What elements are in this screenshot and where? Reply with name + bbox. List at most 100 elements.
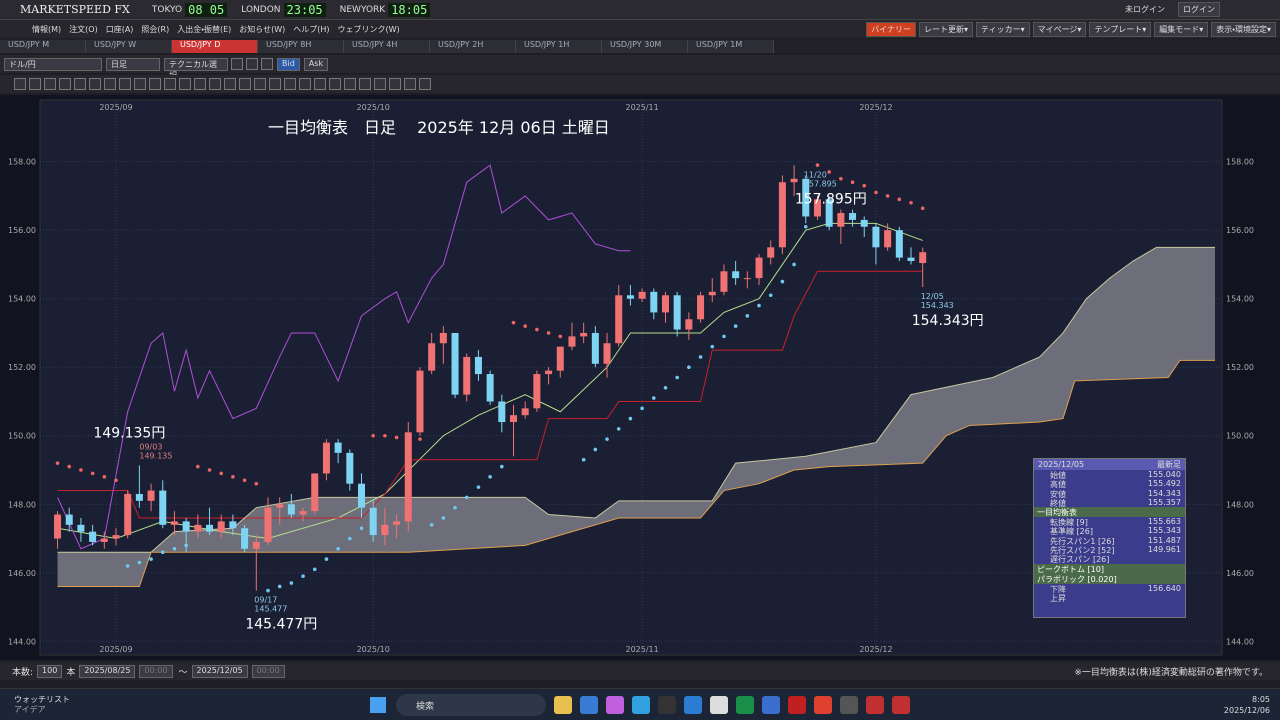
tool-icon[interactable]: [231, 58, 243, 70]
from-time[interactable]: 00:00: [139, 664, 173, 678]
tool-icon[interactable]: [261, 58, 273, 70]
draw-tool[interactable]: [299, 78, 311, 90]
login-button[interactable]: ログイン: [1178, 2, 1220, 17]
menu-button[interactable]: マイページ▾: [1032, 21, 1087, 37]
menu-item[interactable]: 入出金・振替(E): [177, 24, 232, 34]
draw-tool[interactable]: [284, 78, 296, 90]
draw-tool[interactable]: [224, 78, 236, 90]
menu-button[interactable]: 表示・環境設定▾: [1211, 21, 1276, 37]
draw-tool[interactable]: [14, 78, 26, 90]
candle-body: [673, 295, 681, 330]
menu-item[interactable]: ヘルプ(H): [293, 24, 330, 34]
to-time[interactable]: 00:00: [251, 664, 285, 678]
draw-tool[interactable]: [209, 78, 221, 90]
app-icon[interactable]: [684, 695, 702, 714]
sar-dot: [429, 523, 434, 527]
app-icon[interactable]: [632, 695, 650, 714]
ask-button[interactable]: Ask: [303, 57, 329, 71]
annotation-date: 12/05: [921, 292, 944, 301]
draw-tool[interactable]: [179, 78, 191, 90]
technical-select[interactable]: テクニカル選択: [164, 57, 228, 80]
draw-tool[interactable]: [254, 78, 266, 90]
app-icon[interactable]: [892, 695, 910, 714]
from-date[interactable]: 2025/08/25: [79, 664, 136, 678]
info-panel: 2025/12/05 最新足 始値 155.040 高値 155.492 安値 154.34…: [1033, 458, 1186, 618]
app-icon[interactable]: [710, 695, 728, 714]
menu-item[interactable]: 情報(M): [32, 24, 62, 34]
tab[interactable]: USD/JPY 2H: [430, 39, 516, 53]
draw-tool[interactable]: [374, 78, 386, 90]
tab[interactable]: USD/JPY 1M: [688, 39, 774, 53]
sar-dot: [780, 279, 785, 284]
draw-tool[interactable]: [29, 78, 41, 90]
menu-item[interactable]: お知らせ(W): [239, 24, 286, 34]
pair-select[interactable]: ドル/円: [4, 57, 102, 71]
app-icon[interactable]: [554, 695, 572, 714]
app-icon[interactable]: [580, 695, 598, 714]
draw-tool[interactable]: [89, 78, 101, 90]
cloud: [57, 247, 1215, 587]
draw-tool[interactable]: [59, 78, 71, 90]
draw-tool[interactable]: [239, 78, 251, 90]
clock-time: 23:05: [283, 2, 326, 17]
search-box[interactable]: 検索: [396, 693, 546, 716]
menu-button[interactable]: ティッカー▾: [976, 21, 1030, 37]
ohlc-row: 始値 155.040: [1034, 470, 1185, 480]
menu-item[interactable]: 照会(R): [141, 24, 170, 34]
draw-tool[interactable]: [344, 78, 356, 90]
candle-body: [241, 528, 249, 549]
app-icon[interactable]: [814, 695, 832, 714]
draw-tool[interactable]: [404, 78, 416, 90]
tab[interactable]: USD/JPY D: [172, 39, 258, 53]
draw-tool[interactable]: [329, 78, 341, 90]
x-tick-label: 2025/12: [859, 103, 892, 112]
draw-tool[interactable]: [419, 78, 431, 90]
draw-tool[interactable]: [359, 78, 371, 90]
app-icon[interactable]: [788, 695, 806, 714]
count-select[interactable]: 100: [37, 664, 63, 678]
candle-body: [626, 295, 634, 299]
app-icon[interactable]: [866, 695, 884, 714]
tab[interactable]: USD/JPY M: [0, 39, 86, 53]
app-icon[interactable]: [762, 695, 780, 714]
menu-button[interactable]: テンプレート▾: [1089, 21, 1152, 37]
candle-body: [895, 230, 903, 258]
x-tick-label-bottom: 2025/11: [625, 645, 658, 654]
tool-icon[interactable]: [246, 58, 258, 70]
draw-tool[interactable]: [314, 78, 326, 90]
app-icon[interactable]: [606, 695, 624, 714]
tab[interactable]: USD/JPY 1H: [516, 39, 602, 53]
tab[interactable]: USD/JPY 30M: [602, 39, 688, 53]
tilde: ～: [178, 667, 188, 678]
tab[interactable]: USD/JPY 4H: [344, 39, 430, 53]
bid-button[interactable]: Bid: [277, 57, 300, 71]
draw-tool[interactable]: [119, 78, 131, 90]
app-icon[interactable]: [658, 695, 676, 714]
draw-tool[interactable]: [104, 78, 116, 90]
logo: MARKETSPEED FX: [20, 3, 130, 16]
period-select[interactable]: 日足: [106, 57, 160, 71]
menu-button[interactable]: 編集モード▾: [1154, 21, 1209, 37]
draw-tool[interactable]: [44, 78, 56, 90]
menu-item[interactable]: ウェブリンク(W): [337, 24, 400, 34]
menu-item[interactable]: 口座(A): [105, 24, 134, 34]
widget[interactable]: ウォッチリスト アイデア: [14, 695, 70, 715]
draw-tool[interactable]: [134, 78, 146, 90]
tab[interactable]: USD/JPY W: [86, 39, 172, 53]
app-icon[interactable]: [736, 695, 754, 714]
to-date[interactable]: 2025/12/05: [191, 664, 248, 678]
menu-button[interactable]: バイナリー: [866, 21, 917, 37]
draw-tool[interactable]: [269, 78, 281, 90]
menu-button[interactable]: レート更新▾: [919, 21, 974, 37]
clock: 8:05 2025/12/06: [1224, 694, 1270, 716]
draw-tool[interactable]: [164, 78, 176, 90]
app-icon[interactable]: [840, 695, 858, 714]
draw-tool[interactable]: [194, 78, 206, 90]
tab[interactable]: USD/JPY 8H: [258, 39, 344, 53]
menu-item[interactable]: 注文(O): [69, 24, 98, 34]
start-button[interactable]: [370, 696, 386, 713]
title-bar: MARKETSPEED FX TOKYO 08 05 LONDON 23:05 NEWY…: [0, 0, 1280, 20]
draw-tool[interactable]: [389, 78, 401, 90]
draw-tool[interactable]: [149, 78, 161, 90]
draw-tool[interactable]: [74, 78, 86, 90]
